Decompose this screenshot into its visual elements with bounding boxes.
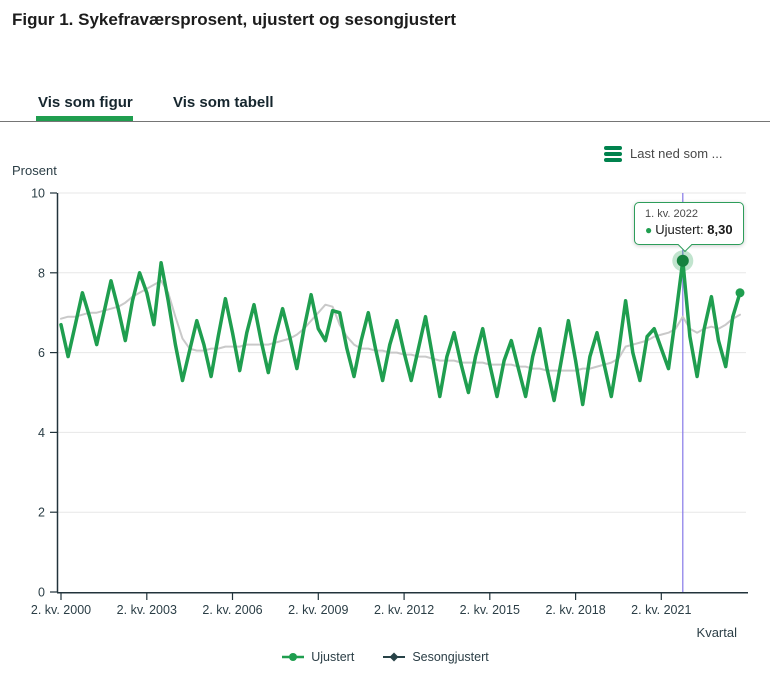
- x-axis-title: Kvartal: [697, 625, 738, 640]
- download-menu-button[interactable]: Last ned som ...: [604, 146, 723, 162]
- download-label: Last ned som ...: [630, 146, 723, 162]
- figure-title: Figur 1. Sykefraværsprosent, ujustert og…: [12, 10, 457, 29]
- x-axis-tick-label: 2. kv. 2015: [460, 603, 520, 617]
- sesongjustert-line-marker-icon: [383, 652, 406, 662]
- y-axis-tick-label: 2: [38, 506, 45, 520]
- tooltip-value-row: ● Ujustert: 8,30: [645, 221, 733, 239]
- tab-bar-divider: [0, 121, 770, 122]
- plot-area: Kvartal 0 2 4 6 8 10 2. kv. 2000 2. kv. 2003 2. …: [31, 187, 748, 640]
- x-axis-tick-label: 2. kv. 2012: [374, 603, 434, 617]
- y-axis-tick-label: 8: [38, 266, 45, 280]
- legend-label-sesongjustert: Sesongjustert: [412, 650, 489, 664]
- x-axis-tick-label: 2. kv. 2000: [31, 603, 91, 617]
- y-axis-title: Prosent: [12, 163, 57, 178]
- legend-item-sesongjustert[interactable]: Sesongjustert: [382, 650, 489, 664]
- series-bullet-icon: ●: [645, 223, 653, 237]
- legend-label-ujustert: Ujustert: [311, 650, 355, 664]
- last-point-marker[interactable]: [735, 288, 745, 298]
- highlighted-point[interactable]: [676, 254, 689, 267]
- tooltip: 1. kv. 2022 ● Ujustert: 8,30: [634, 202, 744, 252]
- tooltip-series-label: Ujustert:: [655, 222, 704, 237]
- tooltip-value: 8,30: [707, 222, 733, 237]
- y-axis-tick-label: 0: [38, 586, 45, 600]
- tab-vis-som-tabell[interactable]: Vis som tabell: [173, 94, 274, 111]
- x-axis-tick-label: 2. kv. 2021: [631, 603, 691, 617]
- hamburger-icon: [604, 146, 622, 162]
- x-axis-tick-label: 2. kv. 2018: [545, 603, 605, 617]
- ujustert-line-marker-icon: [282, 653, 305, 661]
- y-axis-tick-label: 4: [38, 426, 45, 440]
- y-axis-tick-label: 6: [38, 346, 45, 360]
- tab-vis-som-figur[interactable]: Vis som figur: [38, 94, 133, 111]
- tooltip-period: 1. kv. 2022: [645, 208, 698, 220]
- series-line-ujustert[interactable]: [59, 259, 742, 407]
- x-axis-tick-label: 2. kv. 2006: [202, 603, 262, 617]
- x-axis-tick-label: 2. kv. 2003: [117, 603, 177, 617]
- legend-item-ujustert[interactable]: Ujustert: [281, 650, 354, 664]
- y-axis-tick-label: 10: [31, 187, 45, 201]
- series-line-sesongjustert[interactable]: [60, 279, 741, 372]
- x-axis-tick-label: 2. kv. 2009: [288, 603, 348, 617]
- legend: Ujustert Sesongjustert: [0, 650, 770, 664]
- active-tab-underline: [36, 116, 133, 121]
